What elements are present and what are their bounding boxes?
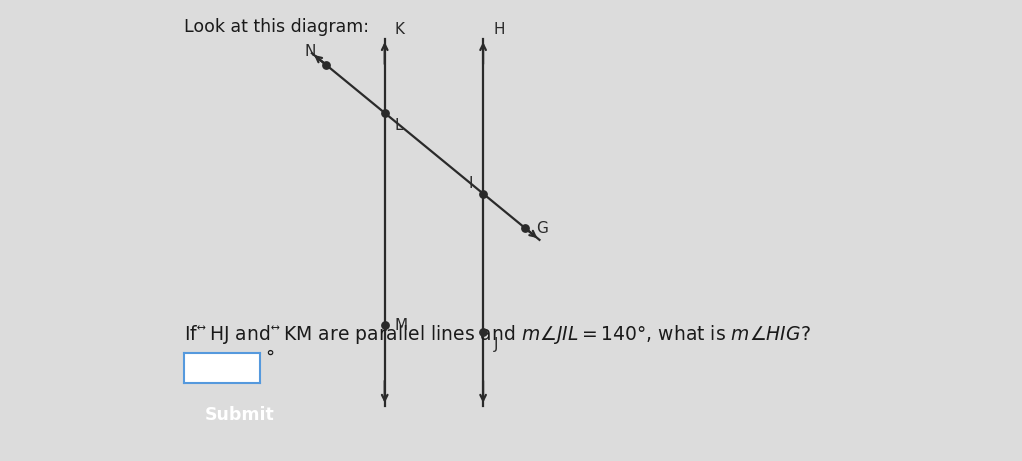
Point [376, 321, 392, 329]
Text: I: I [468, 176, 473, 191]
Text: M: M [394, 318, 408, 332]
Point [376, 109, 392, 117]
Text: N: N [305, 44, 316, 59]
Text: °: ° [265, 348, 274, 366]
Point [517, 225, 533, 232]
Point [318, 61, 334, 69]
Point [475, 328, 492, 336]
Text: Look at this diagram:: Look at this diagram: [184, 18, 369, 36]
Text: K: K [394, 22, 405, 37]
Point [475, 190, 492, 197]
Text: H: H [494, 22, 505, 37]
Text: L: L [394, 118, 404, 134]
Text: If $\mathregular{\overleftrightarrow{HJ}}$ and $\mathregular{\overleftrightarrow: If $\mathregular{\overleftrightarrow{HJ}… [184, 323, 810, 346]
Text: Submit: Submit [205, 406, 275, 424]
Text: G: G [536, 221, 548, 236]
Text: J: J [494, 337, 498, 353]
